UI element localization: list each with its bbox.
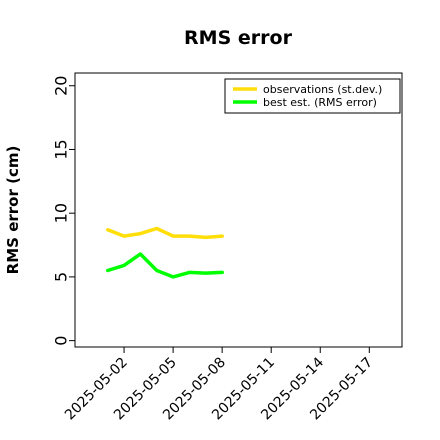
legend-label: best est. (RMS error) [263,96,377,109]
y-tick-label: 0 [52,336,71,346]
y-tick-label: 20 [52,76,71,96]
series-lines [105,226,224,279]
y-tick-label: 10 [52,203,71,223]
legend-box [224,78,401,114]
plot-frame [74,72,403,348]
series-line-2 [105,252,224,279]
chart-title: RMS error [184,27,293,49]
y-axis-ticks: 0 5 10 15 20 [52,76,75,346]
y-tick-label: 5 [52,272,71,282]
series-line-1 [105,226,224,240]
legend-label: observations (st.dev.) [263,83,382,96]
legend: observations (st.dev.)best est. (RMS err… [224,78,401,114]
x-axis-ticks: 2025-05-022025-05-052025-05-082025-05-11… [62,347,376,423]
y-tick-label: 15 [52,139,71,159]
y-axis-label: RMS error (cm) [4,146,22,275]
